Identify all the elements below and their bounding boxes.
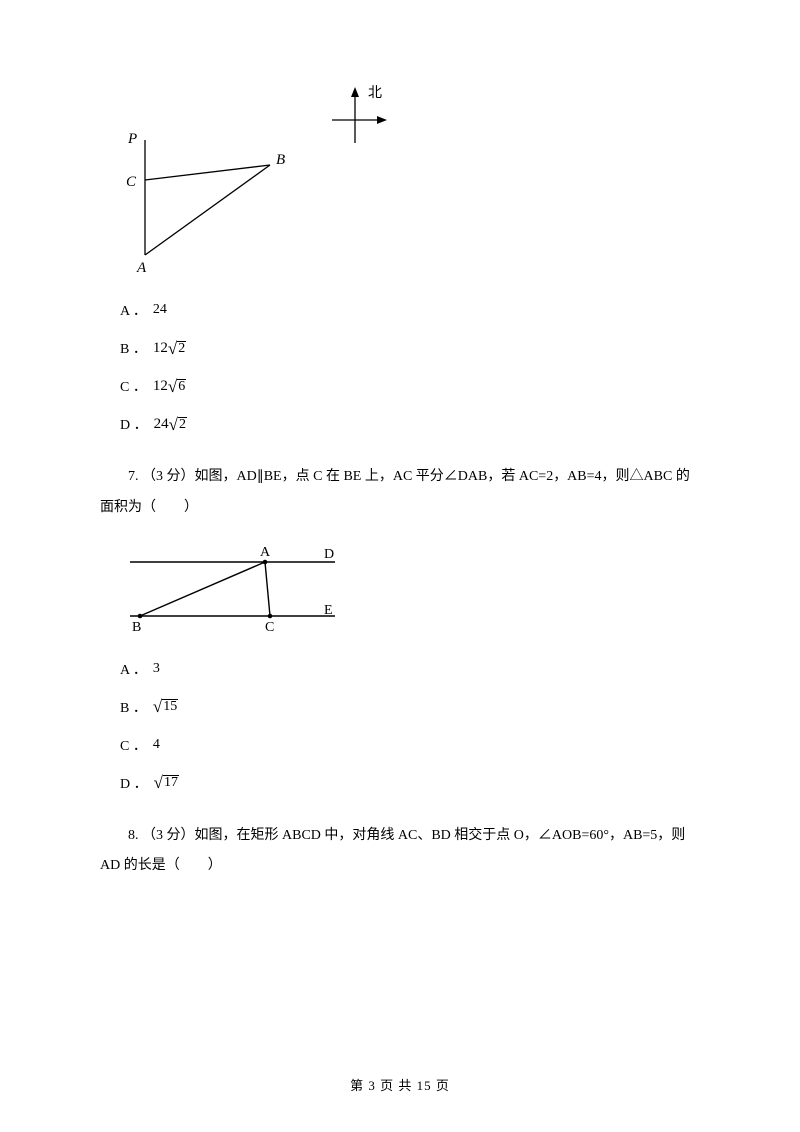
option-value: 3: [153, 661, 160, 677]
option-6A: A ． 24: [120, 300, 700, 320]
option-label: C ．: [120, 735, 147, 755]
fig2-label-A: A: [260, 545, 271, 560]
compass-north-label: 北: [368, 85, 382, 101]
option-7C: C ． 4: [120, 735, 700, 755]
option-6C: C ． 12 √6: [120, 376, 700, 396]
option-7A: A ． 3: [120, 659, 700, 679]
option-value: 24: [153, 302, 167, 318]
option-label: B ．: [120, 338, 147, 358]
option-value: 4: [153, 737, 160, 753]
sqrt-icon: √2: [169, 416, 187, 433]
sqrt-icon: √2: [168, 340, 186, 357]
option-7D: D ． √17: [120, 773, 700, 793]
label-C: C: [126, 174, 137, 190]
fig2-label-D: D: [324, 547, 334, 562]
option-7B: B ． √15: [120, 697, 700, 717]
sqrt-icon: √6: [168, 378, 186, 395]
option-label: A ．: [120, 300, 147, 320]
label-P: P: [127, 131, 137, 147]
page-footer: 第 3 页 共 15 页: [0, 1075, 800, 1094]
label-B: B: [276, 152, 285, 168]
option-label: B ．: [120, 697, 147, 717]
fig2-label-E: E: [324, 603, 333, 618]
question-8: 8. （3 分）如图，在矩形 ABCD 中，对角线 AC、BD 相交于点 O，∠…: [100, 821, 700, 883]
option-coef: 12: [153, 378, 168, 395]
option-coef: 12: [153, 340, 168, 357]
option-label: A ．: [120, 659, 147, 679]
option-6B: B ． 12 √2: [120, 338, 700, 358]
sqrt-icon: √15: [153, 698, 178, 715]
option-6D: D ． 24 √2: [120, 414, 700, 434]
figure-compass-triangle: 北 P C B A: [120, 80, 700, 280]
sqrt-icon: √17: [154, 774, 179, 791]
question-7: 7. （3 分）如图，AD∥BE，点 C 在 BE 上，AC 平分∠DAB，若 …: [100, 462, 700, 524]
figure-parallel-triangle: A D B C E: [120, 544, 700, 639]
label-A: A: [136, 260, 147, 275]
option-label: D ．: [120, 773, 148, 793]
option-label: C ．: [120, 376, 147, 396]
fig2-label-C: C: [265, 620, 274, 634]
option-label: D ．: [120, 414, 148, 434]
option-coef: 24: [154, 416, 169, 433]
fig2-label-B: B: [132, 620, 141, 634]
